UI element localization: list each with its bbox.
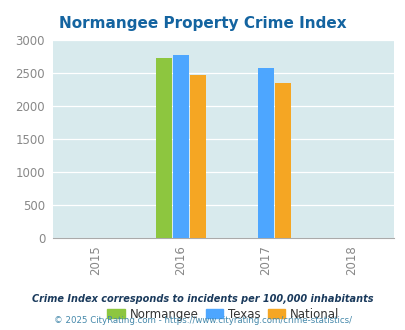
Text: Crime Index corresponds to incidents per 100,000 inhabitants: Crime Index corresponds to incidents per…: [32, 294, 373, 304]
Legend: Normangee, Texas, National: Normangee, Texas, National: [102, 303, 343, 325]
Bar: [155, 58, 171, 238]
Text: Normangee Property Crime Index: Normangee Property Crime Index: [59, 16, 346, 31]
Bar: [189, 75, 205, 238]
Bar: [172, 55, 188, 238]
Text: © 2025 CityRating.com - https://www.cityrating.com/crime-statistics/: © 2025 CityRating.com - https://www.city…: [54, 315, 351, 325]
Bar: [257, 68, 273, 238]
Bar: [274, 82, 290, 238]
